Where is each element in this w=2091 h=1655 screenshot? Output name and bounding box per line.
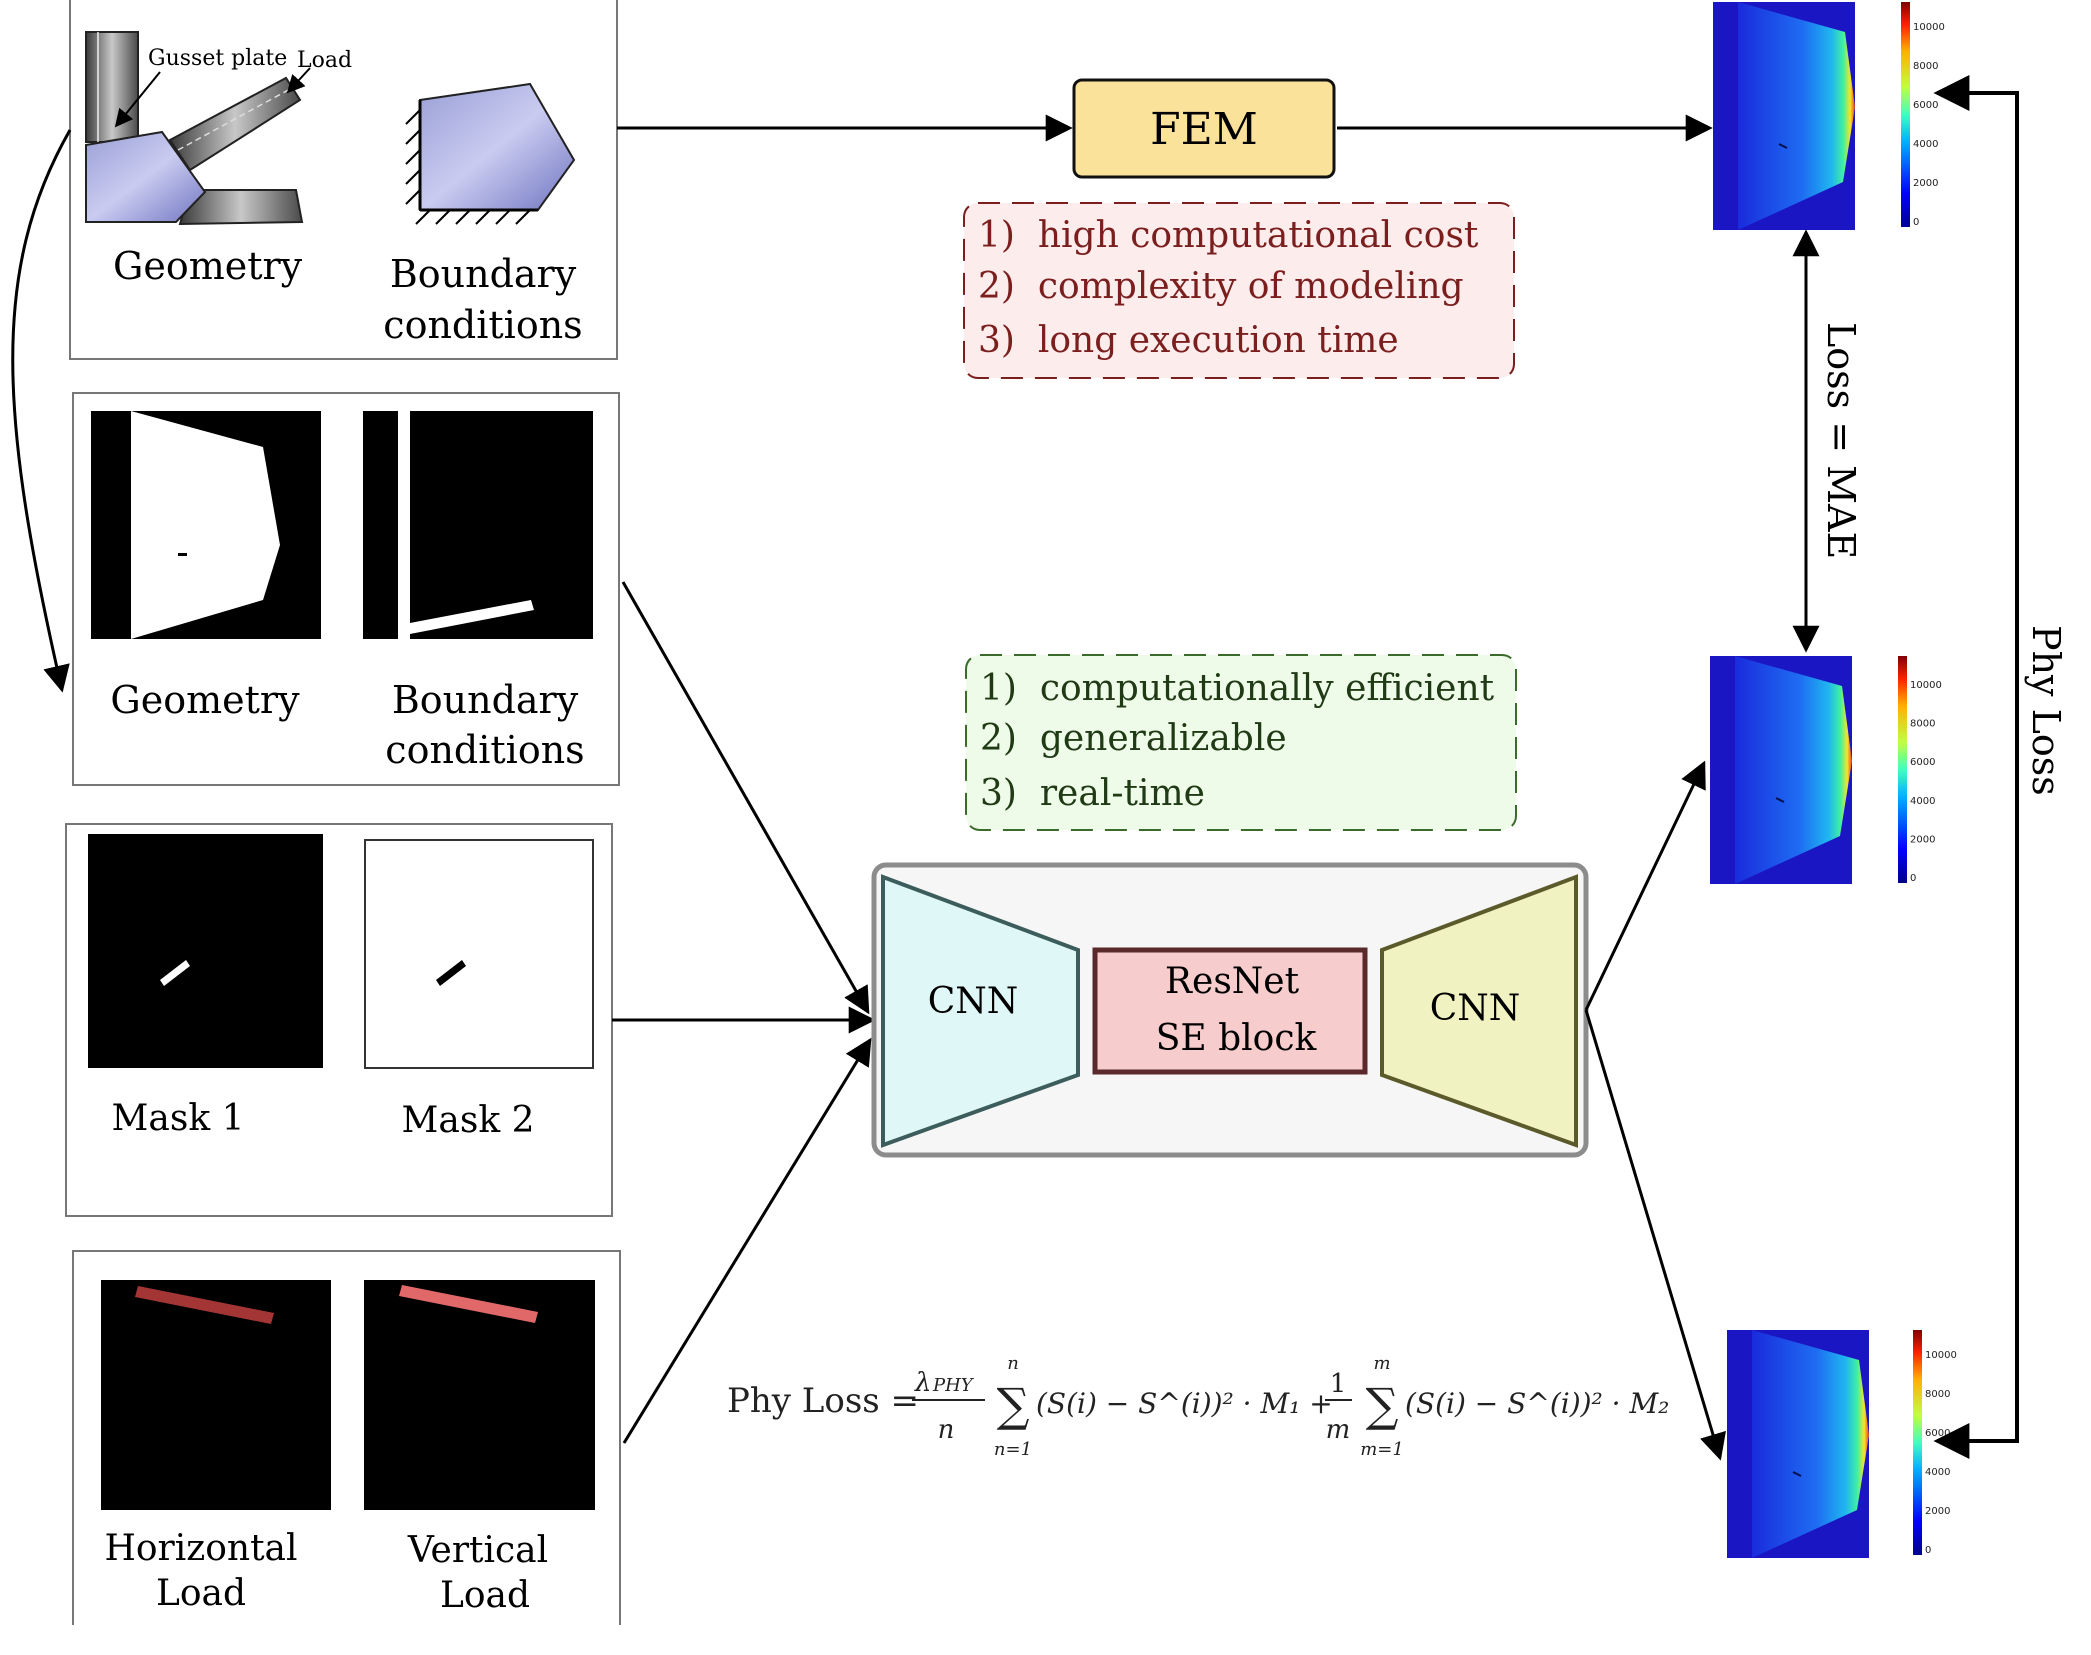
decoder-label: CNN: [1430, 988, 1521, 1029]
colorbar-tick-label: 10000: [1910, 680, 1942, 691]
drawback-1: 1) high computational cost: [978, 215, 1479, 256]
vertical-load-image: [364, 1280, 595, 1510]
fem-box: FEM: [1072, 78, 1336, 179]
sum2-top: m: [1373, 1353, 1390, 1374]
resnet-se-block: [1092, 947, 1368, 1075]
mask-panel-loads: Horizontal Load Vertical Load: [72, 1250, 621, 1625]
network-container: CNN ResNet SE block CNN: [871, 862, 1589, 1158]
horizontal-load-image: [101, 1280, 331, 1510]
colorbar-tick-label: 6000: [1910, 757, 1935, 768]
cnn-decoder: [1380, 874, 1578, 1148]
colorbar-tick-label: 6000: [1925, 1428, 1950, 1439]
mask-boundary-label-1: Boundary: [392, 678, 579, 722]
horizontal-load-label-1: Horizontal: [104, 1528, 297, 1569]
steel-column: [85, 31, 139, 143]
drawback-2: 2) complexity of modeling: [978, 266, 1464, 307]
colorbar-tick-label: 8000: [1910, 719, 1935, 730]
boundary-mask-image: [363, 411, 593, 639]
boundary-label-1: Boundary: [390, 252, 577, 296]
horizontal-load-label-2: Load: [156, 1573, 246, 1614]
geometry-label: Geometry: [113, 244, 303, 288]
mask2-image: [364, 839, 594, 1069]
fixed-support-hatching: [405, 109, 531, 225]
sum1-bottom: n=1: [994, 1439, 1032, 1460]
se-block-label: SE block: [1156, 1018, 1318, 1059]
benefit-1: 1) computationally efficient: [980, 668, 1495, 709]
colorbar-tick-label: 2000: [1913, 178, 1938, 189]
benefit-2: 2) generalizable: [980, 718, 1287, 759]
colorbar-tick-label: 0: [1910, 873, 1916, 884]
formula-lambda-sub: PHY: [932, 1375, 975, 1396]
boundary-plate-shape: [419, 82, 576, 211]
load-label: Load: [297, 48, 352, 73]
arrow-panel3-to-network: [622, 1037, 872, 1444]
arrow-panel1-to-network: [621, 581, 870, 1015]
formula-lhs: Phy Loss =: [727, 1381, 919, 1421]
input-panel-geometry: Gusset plate Load Geometry Boundary cond…: [69, 0, 618, 360]
vertical-load-label-2: Load: [440, 1575, 530, 1616]
benefit-3: 3) real-time: [980, 773, 1205, 814]
colorbar-tick-label: 8000: [1913, 61, 1938, 72]
cnn-encoder: [881, 874, 1080, 1148]
colorbar-ticks: 10000 8000 6000 4000 2000 0 10000 8000 6000 4000 2…: [1910, 22, 1957, 1556]
fem-stress-map: [1712, 1, 1910, 231]
colorbar-tick-label: 8000: [1925, 1389, 1950, 1400]
drawback-3: 3) long execution time: [978, 320, 1399, 361]
diagonal-brace: [168, 76, 302, 172]
sum1-top: n: [1007, 1353, 1019, 1374]
mask1-label: Mask 1: [112, 1098, 245, 1139]
gusset-plate-label: Gusset plate: [148, 46, 287, 71]
curved-arrow: [11, 129, 72, 693]
arrow-network-to-prediction: [1584, 760, 1706, 1011]
colorbar-tick-label: 10000: [1913, 22, 1945, 33]
phy-loss-bracket: [1940, 91, 2019, 1443]
sum2-sign: ∑: [1366, 1378, 1399, 1432]
fem-drawbacks-box: 1) high computational cost 2) complexity…: [963, 202, 1515, 379]
boundary-label-2: conditions: [383, 303, 582, 347]
colorbar-tick-label: 6000: [1913, 100, 1938, 111]
colorbar-tick-label: 0: [1913, 217, 1919, 228]
mask-panel-geometry-bc: Geometry Boundary conditions: [72, 392, 620, 786]
gusset-plate-shape: [85, 130, 207, 223]
formula-n: n: [938, 1415, 955, 1445]
vertical-load-label-1: Vertical: [407, 1530, 548, 1571]
colorbar-tick-label: 0: [1925, 1545, 1931, 1556]
mae-loss-label: Loss = MAE: [1819, 322, 1863, 559]
formula-lambda: λ: [914, 1368, 931, 1398]
resnet-label: ResNet: [1165, 961, 1300, 1002]
colorbar-tick-label: 4000: [1925, 1467, 1950, 1478]
phy-loss-side-label: Phy Loss: [2024, 625, 2068, 796]
formula-term-1: (S(i) − S^(i))² · M₁ +: [1036, 1387, 1333, 1420]
sum2-bottom: m=1: [1360, 1439, 1404, 1460]
colorbar-tick-label: 10000: [1925, 1350, 1957, 1361]
formula-term-2: (S(i) − S^(i))² · M₂: [1405, 1387, 1669, 1420]
phy-loss-formula: Phy Loss = λ PHY n n ∑ n=1 (S(i) − S^(i)…: [727, 1353, 1669, 1460]
formula-one: 1: [1330, 1369, 1347, 1399]
mask-geometry-label: Geometry: [110, 678, 300, 722]
arrow-network-to-physics-output: [1584, 1009, 1726, 1461]
mask-panel-masks: Mask 1 Mask 2: [65, 823, 613, 1217]
predicted-stress-map: [1709, 655, 1907, 885]
encoder-label: CNN: [928, 981, 1019, 1022]
network-benefits-box: 1) computationally efficient 2) generali…: [965, 654, 1517, 831]
physics-stress-map: [1726, 1329, 1922, 1559]
formula-m: m: [1326, 1415, 1351, 1445]
colorbar-tick-label: 4000: [1913, 139, 1938, 150]
mask-boundary-label-2: conditions: [385, 728, 584, 772]
mask2-label: Mask 2: [402, 1100, 535, 1141]
mask1-image: [88, 834, 323, 1068]
sum1-sign: ∑: [997, 1378, 1030, 1432]
colorbar-tick-label: 2000: [1910, 834, 1935, 845]
fem-label: FEM: [1150, 104, 1258, 155]
colorbar-tick-label: 4000: [1910, 796, 1935, 807]
colorbar-tick-label: 2000: [1925, 1506, 1950, 1517]
